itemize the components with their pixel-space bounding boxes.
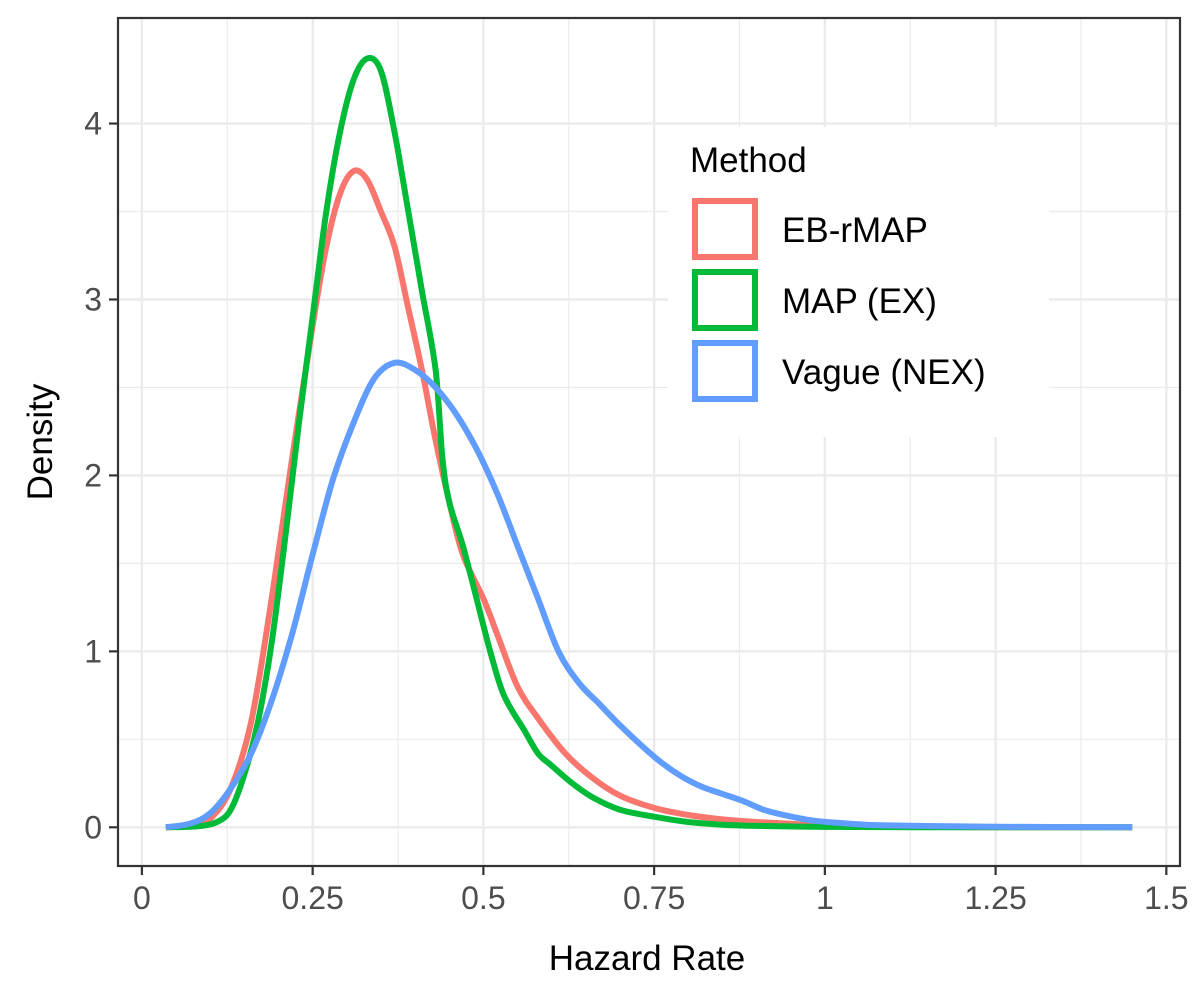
legend-key-vague-nex	[692, 340, 758, 402]
legend-label-vague-nex: Vague (NEX)	[782, 353, 986, 392]
series-line-vague-nex	[165, 359, 1133, 831]
y-tick-label: 4	[84, 106, 102, 142]
legend-key-map-ex	[692, 269, 758, 331]
legend-label-map-ex: MAP (EX)	[782, 282, 937, 321]
y-tick-label: 3	[84, 281, 102, 317]
x-axis: 0 0.25 0.5 0.75 1 1.25 1.5	[133, 866, 1189, 916]
y-tick-label: 1	[84, 633, 102, 669]
series-line-map-ex	[165, 55, 1133, 831]
legend-key-eb-rmap	[692, 198, 758, 260]
y-tick-label: 2	[84, 457, 102, 493]
x-axis-title: Hazard Rate	[549, 939, 745, 978]
legend-background	[668, 127, 1049, 437]
x-tick-label: 1.5	[1144, 880, 1188, 916]
legend-label-eb-rmap: EB-rMAP	[782, 211, 928, 250]
x-tick-label: 1	[816, 880, 834, 916]
legend-title: Method	[690, 141, 807, 180]
series-layer	[165, 55, 1133, 831]
legend-items: EB-rMAP MAP (EX) Vague (NEX)	[692, 198, 986, 402]
x-tick-label: 0.25	[282, 880, 344, 916]
y-tick-label: 0	[84, 809, 102, 845]
x-tick-label: 0.75	[623, 880, 685, 916]
plot-panel-border	[116, 16, 1182, 868]
x-tick-label: 0	[133, 880, 151, 916]
y-axis-title: Density	[21, 383, 60, 500]
y-axis: 0 1 2 3 4	[84, 106, 118, 845]
x-tick-label: 1.25	[964, 880, 1026, 916]
legend: Method EB-rMAP MAP (EX) Vague (NEX)	[668, 127, 1049, 437]
x-tick-label: 0.5	[461, 880, 505, 916]
